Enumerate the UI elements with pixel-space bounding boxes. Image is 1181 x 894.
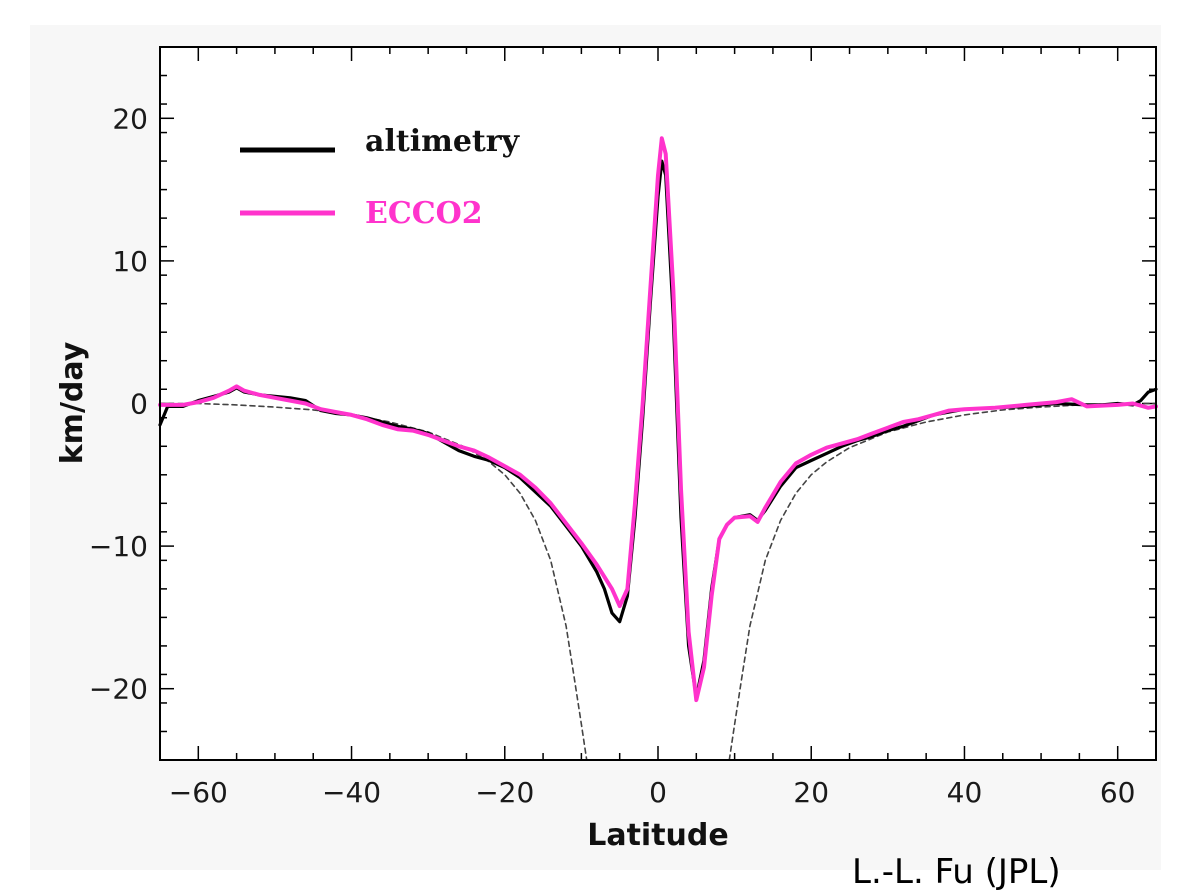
chart-panel: −60 −40 −20 0 20 40 60 −20 −10 0 10 20 altimetry EC… <box>30 25 1161 870</box>
x-tick-label: 0 <box>649 776 667 809</box>
credit-label: L.-L. Fu (JPL) <box>852 852 1061 892</box>
series-line-ecco2 <box>158 136 1158 703</box>
series-line-dashed-reference <box>159 402 588 761</box>
plot-frame <box>159 46 1157 761</box>
legend-label-ecco2: ECCO2 <box>365 196 483 231</box>
y-tick-label: 10 <box>112 245 148 278</box>
x-tick-label: −20 <box>475 776 534 809</box>
tick-layer: −60 −40 −20 0 20 40 60 −20 −10 0 10 20 <box>89 46 1157 809</box>
legend: altimetry ECCO2 <box>240 124 588 239</box>
x-tick-label: −60 <box>169 776 228 809</box>
y-tick-label: 0 <box>130 388 148 421</box>
legend-background <box>352 177 588 239</box>
y-tick-label: 20 <box>112 102 148 135</box>
x-tick-label: 60 <box>1100 776 1136 809</box>
series-line-dashed-reference <box>728 402 1157 761</box>
legend-label-altimetry: altimetry <box>365 124 521 159</box>
x-tick-label: 40 <box>947 776 983 809</box>
series-layer <box>158 136 1158 761</box>
y-tick-label: −10 <box>89 530 148 563</box>
x-axis-title: Latitude <box>587 818 729 853</box>
y-axis-title: km/day <box>55 341 90 464</box>
y-tick-label: −20 <box>89 673 148 706</box>
x-tick-label: 20 <box>793 776 829 809</box>
chart-svg: −60 −40 −20 0 20 40 60 −20 −10 0 10 20 altimetry EC… <box>55 46 1158 853</box>
x-tick-label: −40 <box>322 776 381 809</box>
